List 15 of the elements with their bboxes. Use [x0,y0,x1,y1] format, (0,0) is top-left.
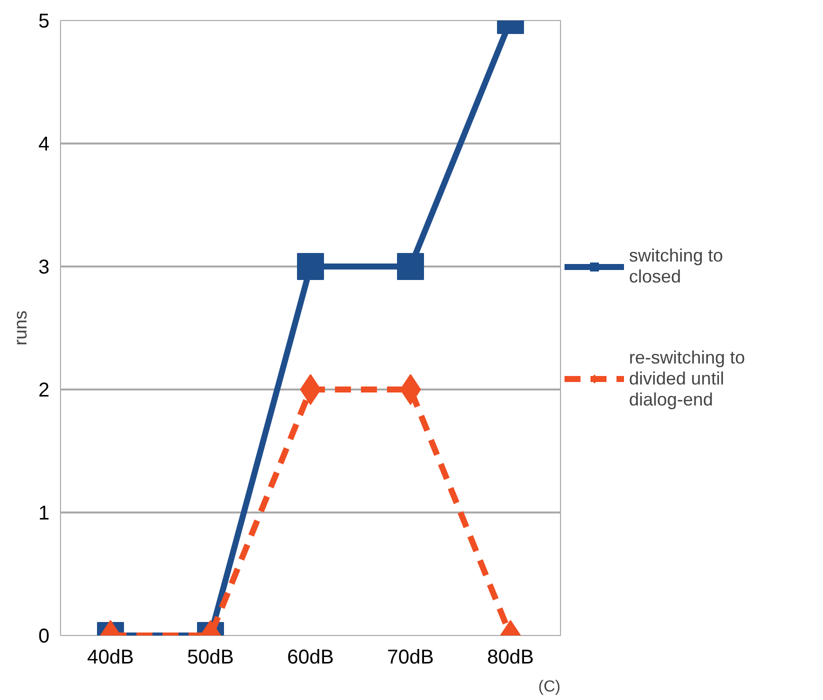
y-tick-label: 1 [38,502,50,524]
y-tick-label: 2 [38,380,50,402]
x-tick-label: 40dB [87,646,134,668]
x-tick-label: 60dB [287,646,334,668]
y-axis-title: runs [10,310,30,346]
x-tick-label: 50dB [187,646,234,668]
legend-label: switching to closed [629,245,724,287]
text: (C) [538,678,561,696]
x-tick-label: 70dB [387,646,434,668]
legend-label: re-switching to divided until dialog-end [629,347,746,410]
y-tick-label: 0 [38,626,50,648]
x-tick-label: 80dB [487,646,534,668]
y-tick-label: 3 [38,256,50,278]
y-tick-label: 4 [38,134,50,156]
y-tick-label: 5 [38,10,50,32]
